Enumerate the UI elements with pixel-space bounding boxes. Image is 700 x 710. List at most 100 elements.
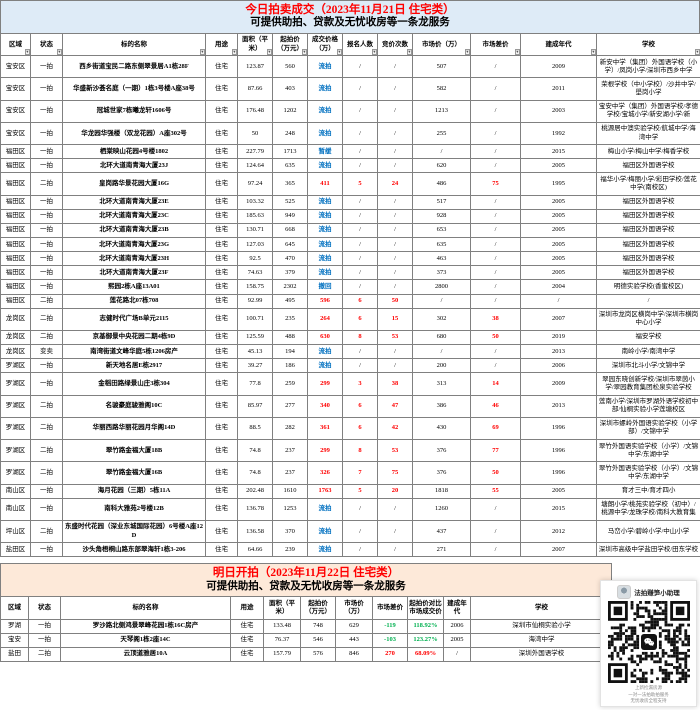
table-cell: 2009 [520, 372, 597, 396]
table-cell: / [377, 542, 413, 558]
table-cell: 123.87 [237, 55, 273, 79]
table-cell: 668 [272, 222, 308, 239]
filter-arrow-icon[interactable]: ▾ [694, 48, 700, 55]
table-cell: / [470, 358, 521, 374]
table-cell: / [377, 158, 413, 174]
table-cell: 124.64 [237, 158, 273, 174]
table-cell: 福田区 [0, 251, 31, 267]
table-cell: 流拍 [307, 265, 343, 281]
table-cell: 24 [377, 172, 413, 196]
table-cell: 罗湖 [0, 618, 29, 634]
table-cell: 住宅 [205, 519, 238, 544]
table-cell: 560 [272, 55, 308, 79]
table-cell: 928 [412, 208, 471, 224]
table-cell: 一拍 [28, 632, 61, 648]
table-row: 罗湖区 二拍 翠竹路金福大厦18B 住宅 74.8 237 299 8 53 376 77 1996 翠… [0, 439, 700, 463]
table-cell: 住宅 [205, 344, 238, 360]
table-cell: / [520, 293, 597, 309]
table-cell: 住宅 [230, 646, 264, 662]
table-cell: 一拍 [30, 483, 63, 499]
filter-arrow-icon[interactable]: ▾ [199, 48, 205, 55]
table-row: 福田区 一拍 北环大道南青海大厦23H 住宅 92.5 470 流拍 //463/2005 福田… [0, 251, 700, 267]
table-cell: 二拍 [28, 646, 61, 662]
table-cell: 暂缓 [307, 144, 343, 160]
table-cell: 85.97 [237, 394, 273, 418]
qr-caption-line: 上新捡漏房源 [635, 685, 662, 690]
table-cell: 76.37 [263, 632, 301, 648]
table-row: 盐田区 一拍 沙头角梧桐山路东部翠海轩1栋3-206 住宅 64.66 239 流拍 //27… [0, 542, 700, 558]
table-cell: 53 [377, 329, 413, 346]
table-cell: 福田区外国语学校 [596, 158, 700, 174]
table-cell: 507 [412, 55, 471, 79]
table-cell: 38 [470, 307, 521, 331]
column-header: 面积（平米） ▾ [237, 32, 273, 57]
table-cell: 北环大道南青海大厦23G [62, 237, 206, 253]
filter-arrow-icon[interactable]: ▾ [231, 48, 237, 55]
table-cell: 635 [412, 237, 471, 253]
qr-code [607, 601, 690, 683]
filter-arrow-icon[interactable]: ▾ [590, 48, 596, 55]
table-cell: / [470, 158, 521, 174]
table-cell: 住宅 [205, 222, 238, 239]
table-cell: 福田区 [0, 158, 31, 174]
column-header: 区域 ▾ [0, 32, 31, 57]
table-cell: 97.24 [237, 172, 273, 196]
table-cell: 二拍 [30, 307, 63, 331]
table-cell: 8 [342, 439, 378, 463]
table-cell: 住宅 [205, 279, 238, 295]
table-cell: / [342, 144, 378, 160]
table-cell: 125.59 [237, 329, 273, 346]
filter-arrow-icon[interactable]: ▾ [56, 48, 62, 55]
filter-arrow-icon[interactable]: ▾ [301, 48, 307, 55]
table-cell: / [377, 121, 413, 146]
tomorrow-banner: 明日开拍（2023年11月22日 住宅类） 可提供助拍、贷款及无忧收房等一条龙服… [0, 563, 612, 597]
table-cell: 2011 [520, 77, 597, 101]
table-cell: 宝安 [0, 632, 29, 648]
table-cell: / [470, 144, 521, 160]
filter-arrow-icon[interactable]: ▾ [266, 48, 272, 55]
table-cell: 南科大雅苑2号楼12B [62, 497, 206, 521]
table-cell: 福田区外国语学校 [596, 265, 700, 281]
table-cell: 157.79 [263, 646, 301, 662]
table-row: 罗湖区 二拍 翠竹路金福大厦16B 住宅 74.8 237 326 7 75 376 50 1996 翠… [0, 461, 700, 485]
table-cell: 一拍 [30, 158, 63, 174]
table-row: 福田区 一拍 北环大道南青海大厦23J 住宅 124.64 635 流拍 //620/2005… [0, 158, 700, 174]
table-cell: 5 [342, 172, 378, 196]
filter-arrow-icon[interactable]: ▾ [464, 48, 470, 55]
table-row: 龙岗区 变卖 南湾街道文峰华庭5栋1206房产 住宅 45.13 194 流拍 / / //201… [0, 344, 700, 360]
table-cell: 住宅 [205, 251, 238, 267]
table-cell: 住宅 [205, 194, 238, 210]
table-cell: 翠竹外国语实验学校（小学）/文锦中学/东湖中学 [596, 461, 700, 485]
table-cell: 福田区 [0, 265, 31, 281]
table-cell: 1253 [272, 497, 308, 521]
table-cell: 118.92% [407, 618, 444, 634]
table-cell: / [470, 121, 521, 146]
table-cell: 365 [272, 172, 308, 196]
table-cell: 二拍 [30, 394, 63, 418]
table-cell: 2007 [520, 542, 597, 558]
table-cell: 北环大道南青海大厦23C [62, 208, 206, 224]
table-cell: 流拍 [307, 158, 343, 174]
table-cell: 1818 [412, 483, 471, 499]
table-cell: 2013 [520, 394, 597, 418]
table-cell: / [470, 55, 521, 79]
table-cell: / [342, 194, 378, 210]
table-cell: 栖棠映山花园4号楼1802 [62, 144, 206, 160]
table-cell: 住宅 [205, 497, 238, 521]
filter-arrow-icon[interactable]: ▾ [406, 48, 412, 55]
filter-arrow-icon[interactable]: ▾ [371, 48, 377, 55]
table-cell: / [342, 208, 378, 224]
table-cell: 育才三中/育才四小 [596, 483, 700, 499]
table-cell: / [377, 77, 413, 101]
table-cell: 74.8 [237, 439, 273, 463]
filter-arrow-icon[interactable]: ▾ [336, 48, 342, 55]
filter-arrow-icon[interactable]: ▾ [24, 48, 30, 55]
table-cell: 住宅 [205, 265, 238, 281]
table-cell: 103.32 [237, 194, 273, 210]
table-cell: 华龙园华强楼（双龙花园）A座302号 [62, 121, 206, 146]
table-row: 罗湖区 二拍 名骏豪庭骏雅阁10C 住宅 85.97 277 340 6 47 386 46 2013… [0, 394, 700, 418]
filter-arrow-icon[interactable]: ▾ [514, 48, 520, 55]
table-cell: 住宅 [205, 542, 238, 558]
table-cell: 123.27% [407, 632, 444, 648]
table-cell: / [342, 77, 378, 101]
